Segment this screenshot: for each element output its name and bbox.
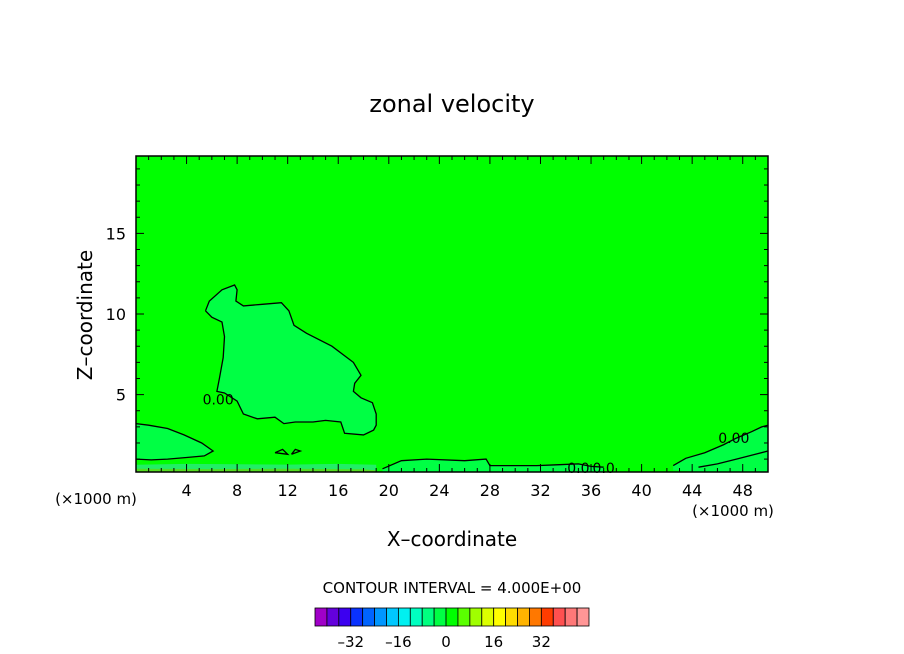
x-tick-label: 4 <box>181 481 191 500</box>
plot-area <box>135 156 769 472</box>
x-tick-label: 8 <box>232 481 242 500</box>
x-tick-label: 32 <box>530 481 550 500</box>
x-tick-label: 28 <box>480 481 500 500</box>
contour-line-5 <box>274 448 290 456</box>
colorbar-cell <box>362 607 375 627</box>
y-tick-label: 15 <box>106 224 126 243</box>
colorbar: –32 –16 0 16 32 <box>314 607 590 651</box>
colorbar-cell <box>314 607 328 627</box>
colorbar-cell <box>350 607 364 627</box>
chart-title: zonal velocity <box>369 90 534 118</box>
colorbar-cell <box>540 607 554 627</box>
x-unit-right: (×1000 m) <box>692 502 774 520</box>
colorbar-cell <box>409 607 423 627</box>
x-tick-label: 20 <box>379 481 399 500</box>
x-unit-left: (×1000 m) <box>55 490 137 508</box>
colorbar-cell <box>457 607 471 627</box>
x-tick-label: 48 <box>733 481 753 500</box>
contour-region-0 <box>205 285 377 435</box>
contour-line-0 <box>204 284 377 436</box>
colorbar-cell <box>517 607 530 627</box>
colorbar-cell <box>505 607 518 627</box>
contour-region-3 <box>136 468 377 472</box>
contour-line-2 <box>382 458 604 470</box>
contour-line-4 <box>698 450 769 468</box>
contour-label-3: 0.00 <box>718 431 749 447</box>
colorbar-label: –16 <box>385 633 412 651</box>
x-axis-label: X–coordinate <box>387 527 517 551</box>
contour-region-5 <box>673 425 768 472</box>
contour-region-4 <box>382 459 604 472</box>
x-tick-label: 24 <box>429 481 449 500</box>
x-tick-label: 12 <box>278 481 298 500</box>
x-tick-label: 16 <box>328 481 348 500</box>
x-tick-label: 40 <box>631 481 651 500</box>
colorbar-label: –32 <box>337 633 364 651</box>
contour-label-0: 0.00 <box>203 392 234 408</box>
y-axis-label: Z–coordinate <box>73 250 97 380</box>
y-tick-label: 5 <box>116 386 126 405</box>
x-tick-label: 36 <box>581 481 601 500</box>
colorbar-cell <box>421 607 435 627</box>
colorbar-label: 32 <box>532 633 551 651</box>
colorbar-cell <box>433 607 447 627</box>
colorbar-cell <box>529 607 542 627</box>
colorbar-cell <box>445 607 459 627</box>
contour-line-1 <box>135 422 215 461</box>
contour-line-3 <box>672 424 769 467</box>
contour-line-6 <box>290 448 303 455</box>
contour-interval-text: CONTOUR INTERVAL = 4.000E+00 <box>323 579 582 597</box>
colorbar-cell <box>338 607 352 627</box>
colorbar-cell <box>481 607 495 627</box>
y-tick-label: 10 <box>106 305 126 324</box>
colorbar-cell <box>469 607 483 627</box>
colorbar-cell <box>493 607 507 627</box>
colorbar-label: 0 <box>441 633 451 651</box>
colorbar-cell <box>552 607 566 627</box>
colorbar-cell <box>576 607 590 627</box>
colorbar-cell <box>374 607 387 627</box>
colorbar-cell <box>326 607 340 627</box>
contour-region-1 <box>136 423 214 460</box>
colorbar-cell <box>397 607 411 627</box>
colorbar-label: 16 <box>484 633 503 651</box>
x-tick-label: 44 <box>682 481 702 500</box>
colorbar-cell <box>564 607 578 627</box>
colorbar-cell <box>386 607 399 627</box>
